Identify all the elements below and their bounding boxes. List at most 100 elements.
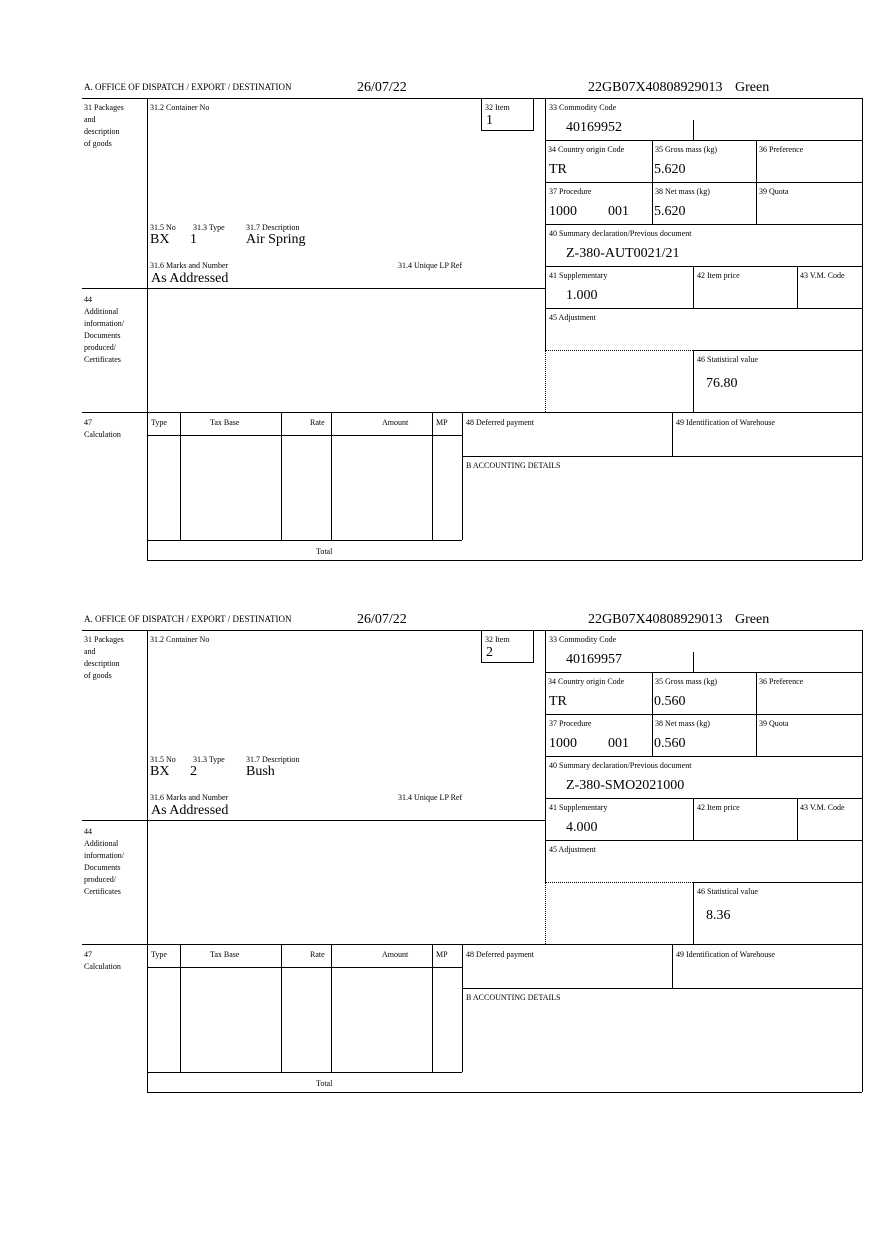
net-mass-label: 38 Net mass (kg) xyxy=(655,719,710,728)
date-value: 26/07/22 xyxy=(357,80,407,95)
rule xyxy=(693,350,694,412)
rule xyxy=(432,944,433,1072)
rule xyxy=(462,412,463,540)
packages-number-value: 1 xyxy=(190,232,197,247)
additional-info-label: Additional xyxy=(84,839,119,848)
reference-number: 22GB07X40808929013 xyxy=(588,80,723,95)
marks-value: As Addressed xyxy=(151,271,229,286)
rule xyxy=(147,98,148,560)
warehouse-label: 49 Identification of Warehouse xyxy=(676,418,775,427)
gross-mass-value: 5.620 xyxy=(654,162,686,177)
statistical-value-label: 46 Statistical value xyxy=(697,887,758,896)
additional-info-label: Certificates xyxy=(84,355,121,364)
deferred-payment-label: 48 Deferred payment xyxy=(466,950,534,959)
unique-ref-label: 31.4 Unique LP Ref xyxy=(398,261,463,270)
container-no-label: 31.2 Container No xyxy=(150,103,210,112)
gross-mass-label: 35 Gross mass (kg) xyxy=(655,677,717,686)
rule xyxy=(180,944,181,1072)
item-label: 32 Item xyxy=(485,635,510,644)
dotted-rule xyxy=(545,882,693,883)
supplementary-label: 41 Supplementary xyxy=(549,271,608,280)
rule xyxy=(432,412,433,540)
packages-label: 31 Packages xyxy=(84,635,124,644)
additional-info-label: produced/ xyxy=(84,343,116,352)
marks-label: 31.6 Marks and Number xyxy=(150,261,229,270)
additional-info-label: Documents xyxy=(84,331,121,340)
rule xyxy=(862,630,863,1092)
additional-info-label: 44 xyxy=(84,295,92,304)
calc-col-mp: MP xyxy=(436,418,448,427)
procedure-value: 1000 xyxy=(549,736,577,751)
packages-label: of goods xyxy=(84,139,112,148)
description-label: 31.7 Description xyxy=(246,755,300,764)
packages-label: and xyxy=(84,647,96,656)
rule xyxy=(82,630,862,631)
calculation-label: 47 xyxy=(84,950,92,959)
rule xyxy=(693,266,694,308)
statistical-value-value: 8.36 xyxy=(706,908,731,923)
adjustment-label: 45 Adjustment xyxy=(549,845,596,854)
no-label: 31.5 No xyxy=(150,223,176,232)
unique-ref-label: 31.4 Unique LP Ref xyxy=(398,793,463,802)
procedure-additional-value: 001 xyxy=(608,736,629,751)
rule xyxy=(756,672,757,756)
rule xyxy=(281,412,282,540)
dotted-rule xyxy=(545,350,546,412)
packages-kind-value: BX xyxy=(150,232,170,247)
adjustment-label: 45 Adjustment xyxy=(549,313,596,322)
rule xyxy=(545,224,862,225)
supplementary-value: 1.000 xyxy=(566,288,598,303)
description-value: Air Spring xyxy=(246,232,306,247)
container-no-label: 31.2 Container No xyxy=(150,635,210,644)
reference-number: 22GB07X40808929013 xyxy=(588,612,723,627)
net-mass-label: 38 Net mass (kg) xyxy=(655,187,710,196)
commodity-code-value: 40169952 xyxy=(566,120,622,135)
commodity-code-label: 33 Commodity Code xyxy=(549,635,617,644)
office-label: A. OFFICE OF DISPATCH / EXPORT / DESTINA… xyxy=(84,614,292,624)
calculation-label: Calculation xyxy=(84,430,121,439)
rule xyxy=(331,412,332,540)
rule xyxy=(545,182,862,183)
preference-label: 36 Preference xyxy=(759,677,804,686)
rule xyxy=(147,1072,462,1073)
rule xyxy=(147,967,462,968)
item-value: 1 xyxy=(486,113,493,128)
rule xyxy=(82,412,862,413)
packages-label: description xyxy=(84,127,120,136)
rule xyxy=(693,652,694,672)
rule xyxy=(147,1092,862,1093)
calc-col-tax-base: Tax Base xyxy=(210,950,240,959)
rule xyxy=(481,130,534,131)
route-value: Green xyxy=(735,80,770,95)
rule xyxy=(481,630,482,662)
calc-col-tax-base: Tax Base xyxy=(210,418,240,427)
office-label: A. OFFICE OF DISPATCH / EXPORT / DESTINA… xyxy=(84,82,292,92)
quota-label: 39 Quota xyxy=(759,187,789,196)
rule xyxy=(545,798,862,799)
packages-label: and xyxy=(84,115,96,124)
procedure-value: 1000 xyxy=(549,204,577,219)
rule xyxy=(533,630,534,662)
rule xyxy=(545,266,862,267)
rule xyxy=(693,798,694,840)
statistical-value-value: 76.80 xyxy=(706,376,738,391)
rule xyxy=(693,350,862,351)
declaration-item-form: A. OFFICE OF DISPATCH / EXPORT / DESTINA… xyxy=(0,78,882,578)
dotted-rule xyxy=(545,882,546,944)
packages-number-value: 2 xyxy=(190,764,197,779)
rule xyxy=(672,412,673,456)
calculation-label: Calculation xyxy=(84,962,121,971)
net-mass-value: 0.560 xyxy=(654,736,686,751)
accounting-details-label: B ACCOUNTING DETAILS xyxy=(466,461,561,470)
additional-info-label: information/ xyxy=(84,319,124,328)
rule xyxy=(82,944,862,945)
rule xyxy=(545,756,862,757)
additional-info-label: produced/ xyxy=(84,875,116,884)
rule xyxy=(533,98,534,130)
vm-code-label: 43 V.M. Code xyxy=(800,803,845,812)
rule xyxy=(545,140,862,141)
packages-kind-value: BX xyxy=(150,764,170,779)
statistical-value-label: 46 Statistical value xyxy=(697,355,758,364)
no-label: 31.5 No xyxy=(150,755,176,764)
description-label: 31.7 Description xyxy=(246,223,300,232)
